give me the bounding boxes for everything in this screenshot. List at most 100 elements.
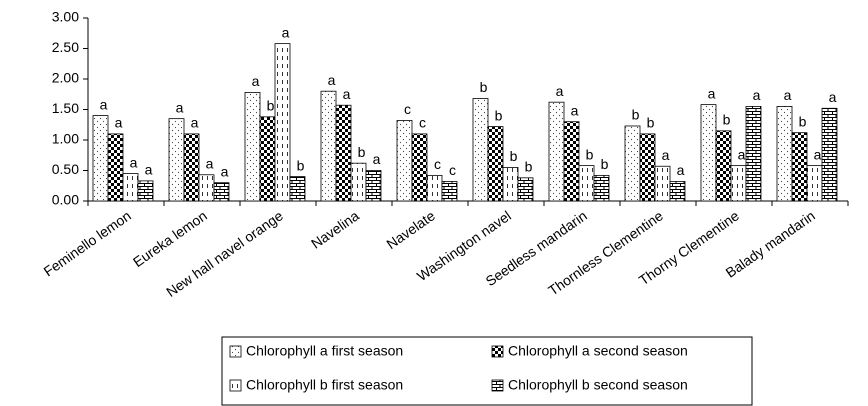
significance-letter: a: [814, 146, 822, 162]
bar: [639, 133, 656, 202]
bar: [396, 120, 413, 202]
significance-letter: b: [510, 148, 518, 164]
significance-letter: b: [495, 107, 503, 123]
significance-letter: c: [434, 156, 441, 172]
bar: [700, 104, 717, 202]
y-tick-label: 3.00: [52, 9, 79, 25]
bar: [806, 165, 823, 202]
significance-letter: b: [586, 146, 594, 162]
significance-letter: a: [343, 86, 351, 102]
significance-letter: a: [206, 155, 214, 171]
significance-letter: a: [556, 83, 564, 99]
significance-letter: a: [677, 162, 685, 178]
y-tick-label: 0.00: [52, 192, 79, 208]
significance-letter: a: [373, 151, 381, 167]
bar: [183, 133, 200, 202]
significance-letter: b: [723, 112, 731, 128]
significance-letter: c: [419, 115, 426, 131]
bar: [517, 177, 534, 202]
significance-letter: b: [799, 113, 807, 129]
bar: [137, 180, 154, 202]
bar: [654, 165, 671, 202]
significance-letter: a: [191, 115, 199, 131]
significance-letter: c: [449, 162, 456, 178]
significance-letter: b: [358, 144, 366, 160]
bar: [715, 130, 732, 202]
legend-swatch: [491, 379, 504, 392]
significance-letter: a: [571, 102, 579, 118]
significance-letter: b: [297, 157, 305, 173]
significance-letter: a: [662, 147, 670, 163]
legend-swatch: [229, 379, 242, 392]
bar: [563, 121, 580, 202]
x-tick-label: Navelina: [308, 207, 362, 251]
bar: [776, 106, 793, 202]
legend-label: Chlorophyll a second season: [508, 343, 688, 359]
bar: [289, 176, 306, 202]
significance-letter: a: [252, 73, 260, 89]
significance-letter: b: [647, 115, 655, 131]
bar: [821, 107, 838, 202]
bar: [472, 98, 489, 202]
significance-letter: a: [115, 115, 123, 131]
legend-label: Chlorophyll b second season: [508, 377, 688, 393]
bar: [259, 116, 276, 202]
significance-letter: a: [708, 85, 716, 101]
significance-letter: a: [784, 87, 792, 103]
y-tick-label: 1.00: [52, 131, 79, 147]
x-tick-label: Feminello lemon: [41, 207, 134, 279]
significance-letter: c: [404, 101, 411, 117]
legend-swatch: [491, 345, 504, 358]
bar: [350, 162, 367, 202]
significance-letter: a: [130, 154, 138, 170]
bar: [426, 174, 443, 202]
bar: [745, 106, 762, 202]
legend-label: Chlorophyll b first season: [246, 377, 403, 393]
legend-swatch: [229, 345, 242, 358]
significance-letter: b: [632, 107, 640, 123]
significance-letter: b: [525, 159, 533, 175]
bar: [335, 104, 352, 202]
significance-letter: a: [282, 24, 290, 40]
y-tick-label: 2.00: [52, 70, 79, 86]
bar: [168, 118, 185, 202]
y-tick-label: 2.50: [52, 39, 79, 55]
y-tick-label: 0.50: [52, 161, 79, 177]
significance-letter: a: [176, 99, 184, 115]
bar: [274, 43, 291, 202]
significance-letter: a: [328, 72, 336, 88]
legend-box: [221, 336, 753, 406]
significance-letter: a: [829, 89, 837, 105]
x-tick-label: Eureka lemon: [130, 207, 210, 270]
bar: [122, 173, 139, 202]
bar: [669, 181, 686, 202]
bar: [320, 90, 337, 202]
significance-letter: a: [221, 163, 229, 179]
significance-letter: b: [480, 79, 488, 95]
x-tick-label: Navelate: [383, 207, 438, 252]
legend-label: Chlorophyll a first season: [246, 343, 403, 359]
bar: [487, 126, 504, 202]
y-tick-label: 1.50: [52, 100, 79, 116]
bar: [198, 174, 215, 202]
bar: [107, 133, 124, 202]
bar: [624, 125, 641, 202]
bar: [578, 165, 595, 202]
bar: [365, 170, 382, 202]
significance-letter: b: [601, 156, 609, 172]
bar: [441, 181, 458, 202]
bar: [502, 167, 519, 202]
significance-letter: a: [145, 162, 153, 178]
significance-letter: a: [738, 146, 746, 162]
significance-letter: a: [753, 87, 761, 103]
bar: [411, 133, 428, 202]
bar: [548, 101, 565, 202]
bar: [791, 132, 808, 202]
significance-letter: a: [100, 96, 108, 112]
bar: [92, 115, 109, 202]
bar: [244, 92, 261, 202]
significance-letter: b: [267, 98, 275, 114]
bar: [213, 182, 230, 202]
bar: [730, 165, 747, 202]
